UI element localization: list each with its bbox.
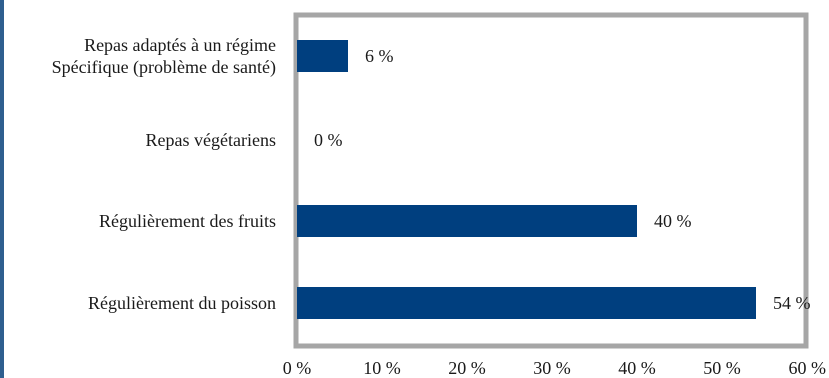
bars-layer [297,40,756,319]
plot-frame-layer [293,12,809,349]
x-tick-label-3: 30 % [533,358,571,378]
data-label-1: 0 % [314,130,343,150]
category-label-0-line-0: Repas adaptés à un régime [84,35,276,55]
x-tick-label-5: 50 % [703,358,741,378]
category-label-3: Régulièrement du poisson [88,293,276,313]
data-label-3: 54 % [773,293,811,313]
x-tick-label-4: 40 % [618,358,656,378]
bar-0 [297,40,348,72]
bar-3 [297,287,756,319]
bar-2 [297,205,637,237]
category-label-2: Régulièrement des fruits [99,211,276,231]
category-label-1: Repas végétariens [146,130,276,150]
data-label-2: 40 % [654,211,692,231]
x-tick-label-0: 0 % [283,358,312,378]
x-tick-label-1: 10 % [363,358,401,378]
data-labels-layer: 6 % 0 % 40 % 54 % [314,46,811,313]
x-tick-label-2: 20 % [448,358,486,378]
data-label-0: 6 % [365,46,394,66]
x-tick-label-6: 60 % [789,358,827,378]
plot-frame [293,12,809,349]
category-label-0-line-1: Spécifique (problème de santé) [52,57,276,78]
x-tick-labels-layer: 0 % 10 % 20 % 30 % 40 % 50 % 60 % [283,358,826,378]
left-accent-rule [0,0,4,378]
